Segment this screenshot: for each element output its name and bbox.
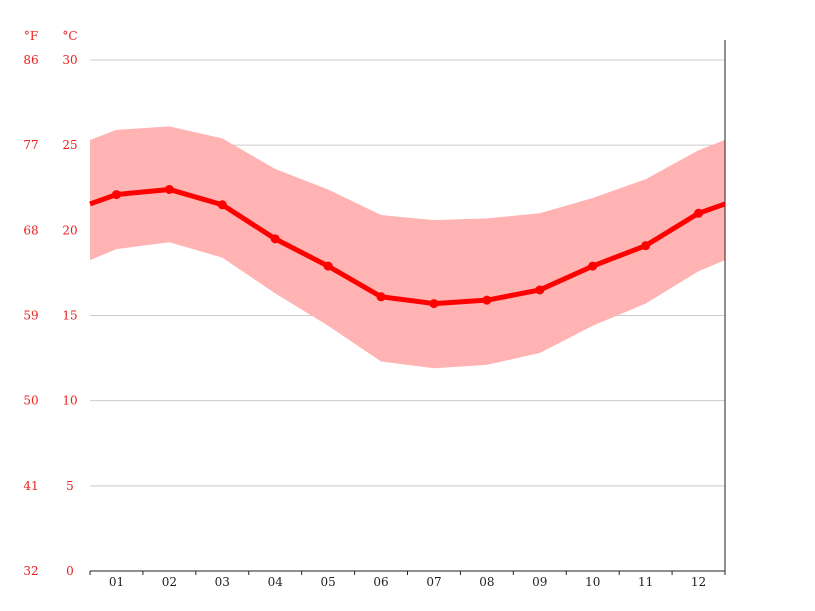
data-point — [323, 261, 333, 271]
data-point — [111, 190, 121, 200]
x-tick-label: 02 — [162, 575, 177, 589]
celsius-unit-label: °C — [62, 29, 77, 43]
mean-temperature-line — [89, 186, 726, 307]
celsius-tick-label: 25 — [62, 138, 77, 152]
x-tick-label: 06 — [373, 575, 388, 589]
x-tick-label: 01 — [109, 575, 124, 589]
axis-labels: °F °C 32 0 41 5 50 10 59 15 68 20 77 25 86 30 — [23, 29, 77, 578]
x-tick-label: 12 — [691, 575, 706, 589]
data-point — [217, 200, 227, 210]
fahrenheit-tick-label: 68 — [23, 223, 38, 237]
x-tick-label: 04 — [268, 575, 284, 589]
data-points — [111, 184, 704, 309]
x-tick-label: 11 — [638, 575, 653, 589]
data-point — [376, 292, 386, 302]
celsius-tick-label: 20 — [62, 223, 77, 237]
data-point — [535, 285, 545, 295]
data-point — [694, 208, 704, 218]
fahrenheit-tick-label: 41 — [23, 479, 38, 493]
data-point — [164, 184, 174, 194]
fahrenheit-tick-label: 32 — [23, 564, 38, 578]
temperature-range-band — [90, 126, 725, 369]
celsius-tick-label: 0 — [66, 564, 74, 578]
fahrenheit-tick-label: 50 — [23, 394, 38, 408]
fahrenheit-tick-label: 86 — [23, 53, 38, 67]
fahrenheit-tick-label: 77 — [23, 138, 38, 152]
data-point — [641, 241, 651, 251]
fahrenheit-unit-label: °F — [24, 29, 38, 43]
celsius-tick-label: 30 — [62, 53, 77, 67]
fahrenheit-tick-label: 59 — [23, 309, 38, 323]
x-tick-label: 08 — [479, 575, 494, 589]
celsius-tick-label: 5 — [66, 479, 74, 493]
data-point — [429, 299, 439, 309]
x-tick-label: 05 — [320, 575, 335, 589]
data-point — [482, 295, 492, 305]
x-tick-label: 07 — [426, 575, 441, 589]
data-point — [270, 234, 280, 244]
x-tick-label: 03 — [215, 575, 230, 589]
celsius-tick-label: 15 — [62, 309, 77, 323]
data-point — [588, 261, 598, 271]
celsius-tick-label: 10 — [62, 394, 77, 408]
x-tick-label: 10 — [585, 575, 600, 589]
x-axis: 01 02 03 04 05 06 07 08 09 10 11 12 — [89, 570, 726, 589]
x-tick-label: 09 — [532, 575, 547, 589]
